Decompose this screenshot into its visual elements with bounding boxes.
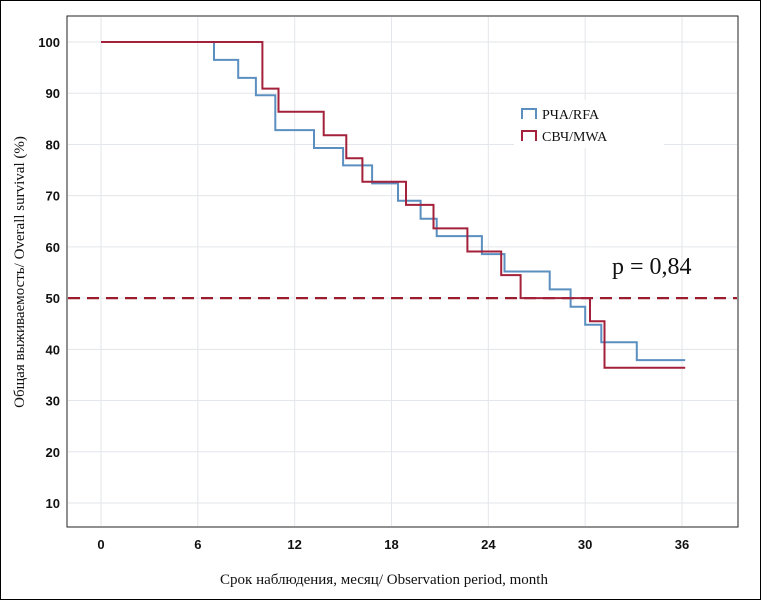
series-group [101, 41, 686, 369]
legend-label-0: РЧА/RFA [542, 108, 600, 123]
y-tick-labels: 10 20 30 40 50 60 70 80 90 100 [38, 35, 60, 511]
y-tick-label-60: 60 [46, 240, 60, 255]
x-tick-label-18: 18 [384, 537, 398, 552]
legend-swatch-1 [521, 130, 537, 141]
x-tick-label-30: 30 [578, 537, 592, 552]
y-tick-label-40: 40 [46, 342, 60, 357]
y-tick-label-100: 100 [38, 35, 60, 50]
p-value-annotation: p = 0,84 [612, 254, 692, 280]
x-axis-label: Срок наблюдения, месяц/ Observation peri… [220, 572, 548, 588]
x-tick-labels: 06121824303642 [97, 537, 689, 552]
y-tick-label-70: 70 [46, 189, 60, 204]
legend-label-1: СВЧ/MWA [542, 130, 608, 145]
legend-swatch-0 [521, 108, 537, 119]
y-tick-label-90: 90 [46, 86, 60, 101]
x-tick-label-24: 24 [481, 537, 496, 552]
y-tick-label-50: 50 [46, 291, 60, 306]
series-line-1 [101, 41, 686, 369]
y-tick-label-30: 30 [46, 394, 60, 409]
x-tick-label-12: 12 [287, 537, 301, 552]
legend-box [514, 100, 664, 148]
y-tick-label-80: 80 [46, 137, 60, 152]
y-tick-label-20: 20 [46, 445, 60, 460]
y-axis-label: Общая выживаемость/ Overall survival (%) [12, 136, 28, 408]
y-tick-label-10: 10 [46, 496, 60, 511]
x-tick-label-36: 36 [675, 537, 689, 552]
x-tick-label-6: 6 [194, 537, 201, 552]
series-line-0 [101, 41, 686, 362]
legend: РЧА/RFA СВЧ/MWA [521, 108, 608, 145]
x-tick-label-0: 0 [97, 537, 104, 552]
